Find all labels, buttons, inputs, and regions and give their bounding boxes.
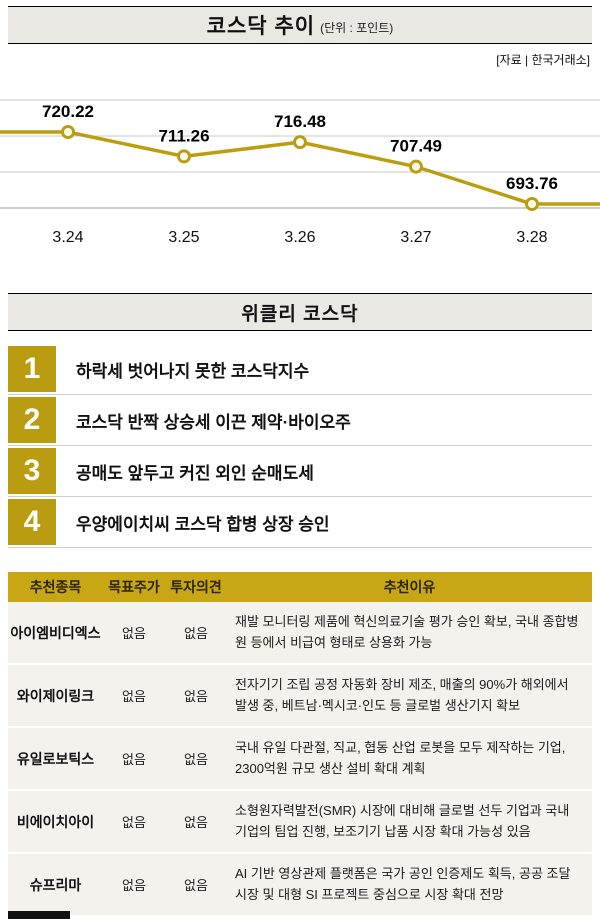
target-price: 없음 — [122, 752, 146, 767]
rank-badge-4: 4 — [8, 499, 56, 545]
investment-opinion: 없음 — [184, 752, 208, 767]
column-header-stock: 추천종목 — [29, 579, 82, 595]
recommendation-reason: 소형원자력발전(SMR) 시장에 대비해 글로벌 선두 기업과 국내 기업의 팀… — [235, 803, 570, 839]
recommendation-table: 추천종목 목표주가 투자의견 추천이유 아이엠비디엑스 없음 없음 재발 모니터… — [8, 572, 592, 917]
chart-title-bar: 코스닥 추이 (단위 : 포인트) — [8, 6, 592, 44]
unit-label: (단위 : 포인트) — [320, 20, 394, 35]
svg-text:3.25: 3.25 — [168, 229, 199, 246]
table-row-1: 아이엠비디엑스 없음 없음 재발 모니터링 제품에 혁신의료기술 평가 승인 확… — [8, 602, 592, 665]
stock-name: 와이제이링크 — [16, 687, 95, 704]
table-header-row: 추천종목 목표주가 투자의견 추천이유 — [8, 572, 592, 602]
svg-text:3.24: 3.24 — [52, 229, 83, 246]
weekly-item-4: 4 우양에이치씨 코스닥 합병 상장 승인 — [8, 497, 592, 548]
investment-opinion: 없음 — [184, 815, 208, 830]
weekly-item-2: 2 코스닥 반짝 상승세 이끈 제약·바이오주 — [8, 395, 592, 446]
rank-badge-2: 2 — [8, 397, 56, 443]
column-header-target-price: 목표주가 — [108, 579, 160, 595]
table-row-3: 유일로보틱스 없음 없음 국내 유일 다관절, 직교, 협동 산업 로봇을 모두… — [8, 728, 592, 791]
table-row-2: 와이제이링크 없음 없음 전자기기 조립 공정 자동화 장비 제조, 매출의 9… — [8, 665, 592, 728]
target-price: 없음 — [122, 689, 146, 704]
page-title: 코스닥 추이 — [206, 15, 316, 38]
table-row-5: 슈프리마 없음 없음 AI 기반 영상관제 플랫폼은 국가 공인 인증제도 획득… — [8, 854, 592, 917]
rank-badge-1: 1 — [8, 346, 56, 392]
rank-badge-3: 3 — [8, 448, 56, 494]
stock-name: 비에이치아이 — [16, 813, 95, 830]
target-price: 없음 — [122, 626, 146, 641]
weekly-item-title-4: 우양에이치씨 코스닥 합병 상장 승인 — [76, 514, 330, 534]
svg-text:3.28: 3.28 — [516, 229, 547, 246]
weekly-item-title-2: 코스닥 반짝 상승세 이끈 제약·바이오주 — [76, 412, 351, 432]
cropped-next-section-bar — [8, 911, 70, 919]
svg-text:3.26: 3.26 — [284, 229, 315, 246]
weekly-item-3: 3 공매도 앞두고 커진 외인 순매도세 — [8, 446, 592, 497]
recommendation-reason: 국내 유일 다관절, 직교, 협동 산업 로봇을 모두 제작하는 기업, 230… — [235, 740, 566, 776]
recommendation-reason: 전자기기 조립 공정 자동화 장비 제조, 매출의 90%가 해외에서 발생 중… — [235, 677, 569, 713]
svg-text:3.27: 3.27 — [400, 229, 431, 246]
recommendation-reason: 재발 모니터링 제품에 혁신의료기술 평가 승인 확보, 국내 종합병원 등에서… — [235, 614, 579, 650]
recommendation-reason: AI 기반 영상관제 플랫폼은 국가 공인 인증제도 획득, 공공 조달 시장 … — [235, 866, 571, 902]
investment-opinion: 없음 — [184, 878, 208, 893]
svg-text:716.48: 716.48 — [274, 112, 326, 131]
column-header-reason: 추천이유 — [383, 579, 436, 595]
svg-text:711.26: 711.26 — [158, 126, 209, 145]
investment-opinion: 없음 — [184, 626, 208, 641]
target-price: 없음 — [122, 878, 146, 893]
source-credit: [자료 | 한국거래소] — [496, 53, 590, 67]
column-header-opinion: 투자의견 — [170, 579, 222, 595]
stock-name: 유일로보틱스 — [16, 750, 95, 767]
chart-area: 720.22 3.24 711.26 3.25 716.48 3.26 707.49 3.27… — [0, 70, 600, 255]
investment-opinion: 없음 — [184, 689, 208, 704]
svg-text:693.76: 693.76 — [506, 174, 558, 193]
weekly-section-title: 위클리 코스닥 — [8, 293, 592, 331]
table-row-4: 비에이치아이 없음 없음 소형원자력발전(SMR) 시장에 대비해 글로벌 선두… — [8, 791, 592, 854]
stock-name: 슈프리마 — [29, 876, 82, 893]
target-price: 없음 — [122, 815, 146, 830]
svg-text:720.22: 720.22 — [42, 102, 94, 121]
weekly-item-title-3: 공매도 앞두고 커진 외인 순매도세 — [76, 463, 314, 483]
stock-name: 아이엠비디엑스 — [10, 624, 101, 641]
weekly-item-title-1: 하락세 벗어나지 못한 코스닥지수 — [76, 361, 310, 381]
kosdaq-line-chart: 720.22 3.24 711.26 3.25 716.48 3.26 707.49 3.27… — [0, 99, 600, 246]
weekly-item-1: 1 하락세 벗어나지 못한 코스닥지수 — [8, 344, 592, 395]
weekly-list: 1 하락세 벗어나지 못한 코스닥지수 2 코스닥 반짝 상승세 이끈 제약·바… — [8, 344, 592, 548]
svg-text:707.49: 707.49 — [390, 137, 442, 156]
